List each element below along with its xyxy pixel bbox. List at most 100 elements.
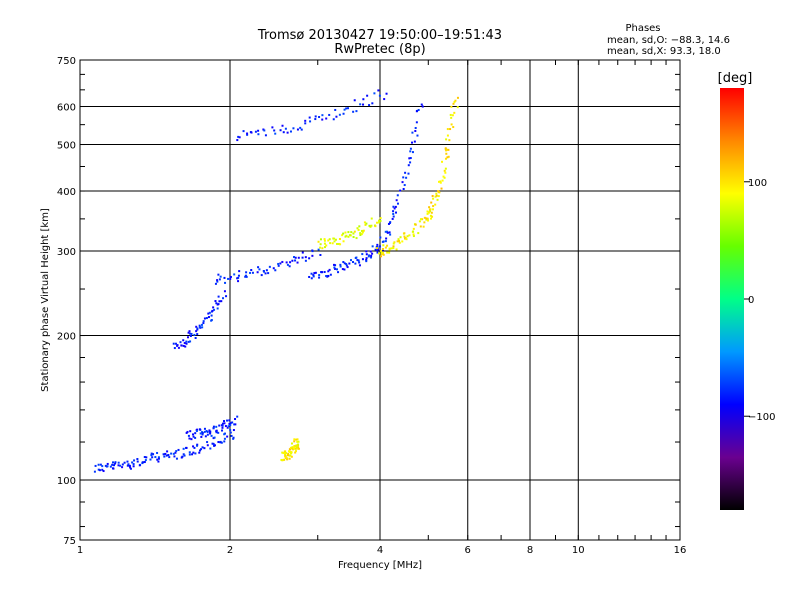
data-point xyxy=(317,240,320,243)
data-point xyxy=(342,261,345,264)
data-point xyxy=(216,280,219,283)
data-point xyxy=(359,103,362,106)
data-point xyxy=(344,231,347,234)
data-point xyxy=(396,202,399,205)
data-point xyxy=(319,243,322,246)
colorbar-tick-label: −100 xyxy=(748,412,775,423)
data-point xyxy=(337,271,340,274)
y-axis-label: Stationary phase Virtual Height [km] xyxy=(40,208,51,392)
data-point xyxy=(364,223,367,226)
data-point xyxy=(291,447,294,450)
data-point xyxy=(336,242,339,245)
data-point xyxy=(311,250,314,253)
data-point xyxy=(194,452,197,455)
data-point xyxy=(404,236,407,239)
data-point xyxy=(382,253,385,256)
data-point xyxy=(356,227,359,230)
data-point xyxy=(186,336,189,339)
data-point xyxy=(301,251,304,254)
data-point xyxy=(332,237,335,240)
data-point xyxy=(258,268,261,271)
data-point xyxy=(321,271,324,274)
data-point xyxy=(187,331,190,334)
data-point xyxy=(242,130,245,133)
data-point xyxy=(394,205,397,208)
data-point xyxy=(202,320,205,323)
data-point xyxy=(397,240,400,243)
data-point xyxy=(238,270,241,273)
data-point xyxy=(365,222,368,225)
data-point xyxy=(99,463,102,466)
data-point xyxy=(193,333,196,336)
data-point xyxy=(325,274,328,277)
data-point xyxy=(428,206,431,209)
data-point xyxy=(423,216,426,219)
data-point xyxy=(431,195,434,198)
data-point xyxy=(188,330,191,333)
data-point xyxy=(412,233,415,236)
data-point xyxy=(256,271,259,274)
data-point xyxy=(284,454,287,457)
data-point xyxy=(432,205,435,208)
data-point xyxy=(97,463,100,466)
data-point xyxy=(126,460,129,463)
data-point xyxy=(358,225,361,228)
phases-mean-o: mean, sd,O: −88.3, 14.6 xyxy=(607,35,730,46)
data-point xyxy=(157,456,160,459)
data-point xyxy=(296,261,299,264)
data-point xyxy=(142,461,145,464)
data-point xyxy=(279,262,282,265)
data-point xyxy=(311,254,314,257)
data-point xyxy=(304,122,307,125)
data-point xyxy=(418,220,421,223)
data-point xyxy=(129,467,132,470)
data-point xyxy=(168,456,171,459)
data-point xyxy=(386,244,389,247)
data-point xyxy=(313,272,316,275)
data-point xyxy=(374,248,377,251)
data-point xyxy=(430,211,433,214)
data-point xyxy=(304,256,307,259)
data-point xyxy=(267,272,270,275)
data-point xyxy=(170,452,173,455)
data-point xyxy=(378,221,381,224)
data-point xyxy=(359,232,362,235)
data-point xyxy=(409,150,412,153)
x-axis-label: Frequency [MHz] xyxy=(338,560,422,571)
data-point xyxy=(123,461,126,464)
data-point xyxy=(201,326,204,329)
y-tick-label: 75 xyxy=(63,536,76,547)
data-point xyxy=(144,459,147,462)
data-point xyxy=(221,429,224,432)
data-point xyxy=(212,425,215,428)
data-point xyxy=(297,447,300,450)
data-point xyxy=(138,464,141,467)
data-point xyxy=(403,235,406,238)
data-point xyxy=(234,418,237,421)
data-point xyxy=(232,436,235,439)
data-point xyxy=(93,470,96,473)
data-point xyxy=(219,275,222,278)
data-point xyxy=(109,465,112,468)
data-point xyxy=(308,116,311,119)
data-point xyxy=(208,429,211,432)
data-point xyxy=(288,454,291,457)
data-point xyxy=(210,314,213,317)
data-point xyxy=(377,89,380,92)
data-point xyxy=(416,134,419,137)
data-point xyxy=(379,236,382,239)
data-point xyxy=(296,128,299,131)
data-point xyxy=(426,217,429,220)
data-point xyxy=(451,114,454,117)
data-point xyxy=(348,262,351,265)
data-point xyxy=(321,114,324,117)
data-point xyxy=(376,243,379,246)
data-point xyxy=(102,470,105,473)
data-point xyxy=(206,441,209,444)
data-point xyxy=(163,455,166,458)
data-point xyxy=(293,438,296,441)
data-point xyxy=(438,180,441,183)
data-point xyxy=(325,244,328,247)
data-point xyxy=(185,342,188,345)
data-point xyxy=(338,113,341,116)
